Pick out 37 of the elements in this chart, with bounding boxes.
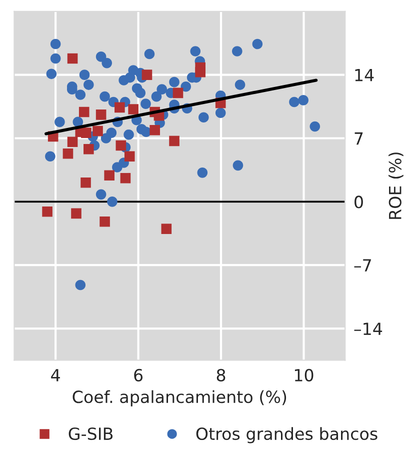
point xyxy=(161,224,172,234)
y-tick-label: –7 xyxy=(354,259,371,272)
point xyxy=(92,126,103,136)
point xyxy=(71,208,82,219)
point xyxy=(81,128,92,138)
legend-label: Otros grandes bancos xyxy=(196,427,378,444)
point xyxy=(84,144,94,154)
y-tick-label: –14 xyxy=(354,322,382,335)
x-tick-label: 10 xyxy=(294,368,314,382)
y-tick-label: 7 xyxy=(354,132,363,145)
point xyxy=(104,170,114,181)
point xyxy=(96,110,106,120)
point xyxy=(100,216,110,227)
point xyxy=(80,178,91,188)
x-tick-label: 8 xyxy=(216,368,226,382)
y-tick-label: 0 xyxy=(354,196,363,208)
point xyxy=(62,148,74,159)
point xyxy=(169,136,180,146)
point xyxy=(142,70,152,80)
y-axis-title: ROE (%) xyxy=(388,152,404,219)
point xyxy=(67,136,78,148)
point xyxy=(150,124,160,136)
x-tick-label: 6 xyxy=(134,368,143,382)
x-tick-label: 4 xyxy=(51,369,60,382)
legend-label: G-SIB xyxy=(68,427,113,440)
point xyxy=(67,53,78,64)
point xyxy=(120,172,131,184)
point xyxy=(124,151,135,162)
x-axis-title: Coef. apalancamiento (%) xyxy=(72,390,286,406)
point xyxy=(172,88,184,98)
point xyxy=(195,66,206,78)
point xyxy=(78,106,90,118)
point xyxy=(42,206,52,217)
point xyxy=(114,102,125,113)
point xyxy=(128,104,138,114)
y-tick-label: 14 xyxy=(355,69,374,82)
point xyxy=(116,140,126,151)
